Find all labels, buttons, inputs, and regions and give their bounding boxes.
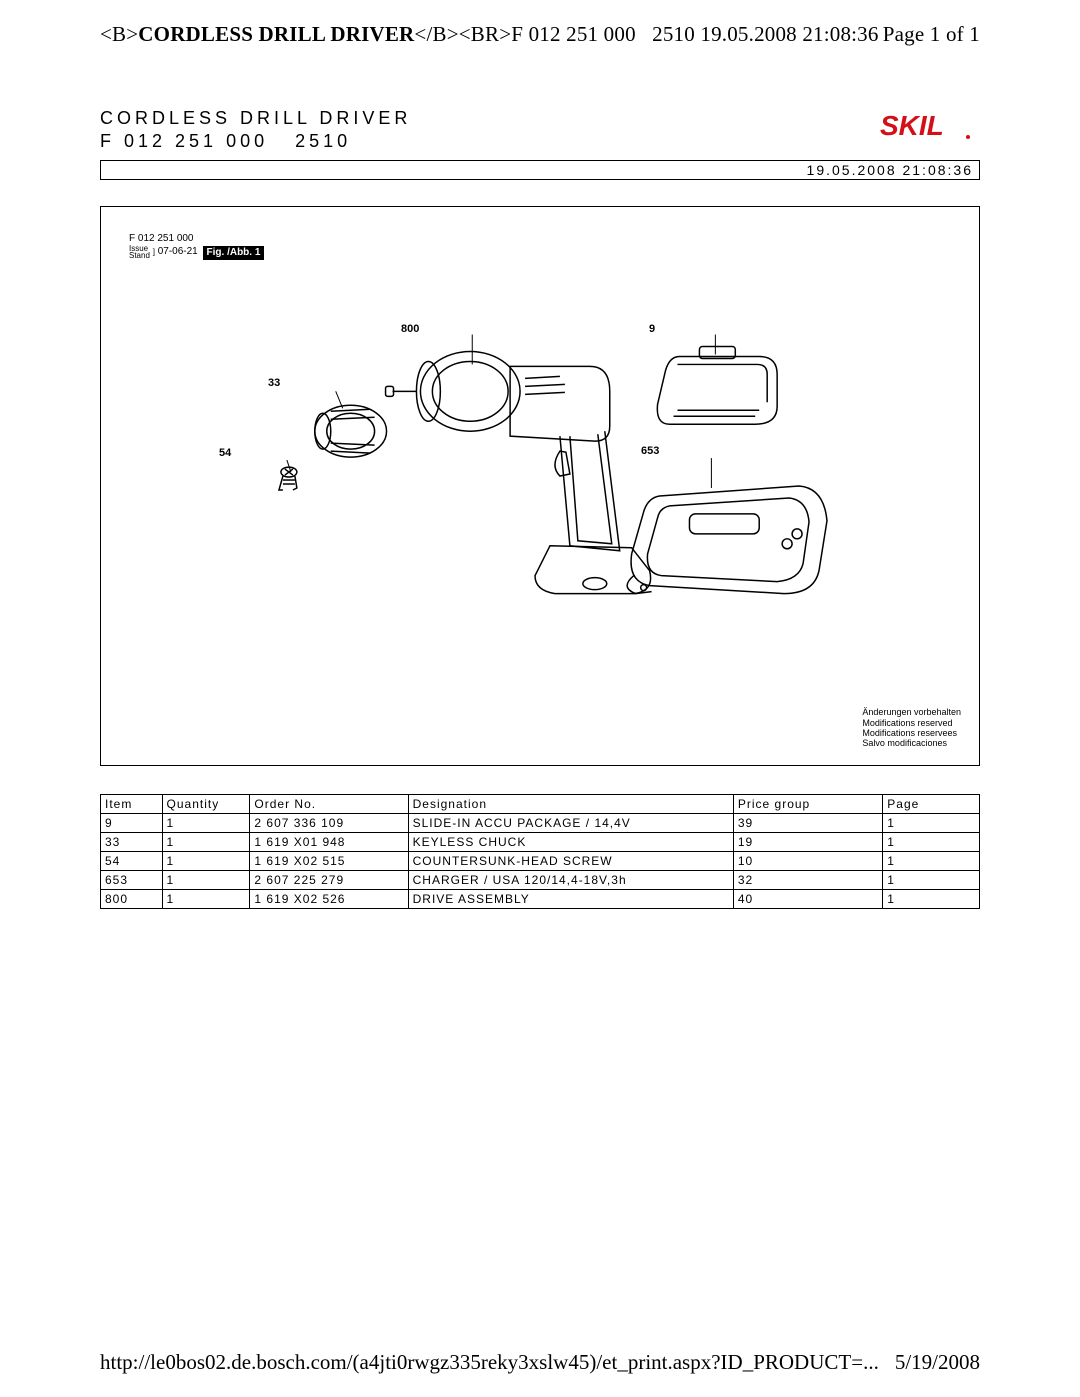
cell: 800	[101, 889, 163, 908]
figure-issue-label: IssueStand	[129, 245, 150, 259]
print-header-rest: F 012 251 000 2510 19.05.2008 21:08:36	[511, 22, 878, 46]
screw-icon	[279, 467, 297, 490]
callout-653: 653	[641, 445, 659, 457]
col-designation: Designation	[408, 794, 733, 813]
table-row: 33 1 1 619 X01 948 KEYLESS CHUCK 19 1	[101, 832, 980, 851]
disclaimer-line: Modifications reserved	[862, 718, 961, 728]
cell: 1	[162, 832, 250, 851]
page-root: <B>CORDLESS DRILL DRIVER</B><BR>F 012 25…	[0, 0, 1080, 1397]
print-header: <B>CORDLESS DRILL DRIVER</B><BR>F 012 25…	[100, 22, 980, 47]
cell: 10	[733, 851, 882, 870]
title-block: CORDLESS DRILL DRIVER F 012 251 000 2510…	[100, 107, 980, 154]
col-item: Item	[101, 794, 163, 813]
cell: DRIVE ASSEMBLY	[408, 889, 733, 908]
cell: 54	[101, 851, 163, 870]
col-quantity: Quantity	[162, 794, 250, 813]
cell: 1	[883, 851, 980, 870]
title-model: 2510	[295, 131, 351, 151]
keyless-chuck-icon	[315, 405, 387, 457]
col-page: Page	[883, 794, 980, 813]
figure-issue-date: 07-06-21	[158, 246, 198, 258]
cell: SLIDE-IN ACCU PACKAGE / 14,4V	[408, 813, 733, 832]
drill-body-icon	[386, 351, 651, 593]
figure-box: F 012 251 000 IssueStand ] 07-06-21 Fig.…	[100, 206, 980, 766]
print-header-pagecount: Page 1 of 1	[883, 22, 980, 47]
cell: 1	[162, 889, 250, 908]
cell: 2 607 225 279	[250, 870, 408, 889]
battery-icon	[657, 346, 777, 424]
callout-9: 9	[649, 323, 655, 335]
brand-logo: SKIL	[880, 107, 980, 147]
table-row: 653 1 2 607 225 279 CHARGER / USA 120/14…	[101, 870, 980, 889]
figure-disclaimer: Änderungen vorbehalten Modifications res…	[862, 707, 961, 748]
cell: 19	[733, 832, 882, 851]
cell: CHARGER / USA 120/14,4-18V,3h	[408, 870, 733, 889]
brand-text: SKIL	[880, 110, 944, 141]
cell: 1	[883, 832, 980, 851]
cell: 2 607 336 109	[250, 813, 408, 832]
lead-33	[336, 391, 343, 408]
footer-url: http://le0bos02.de.bosch.com/(a4jti0rwgz…	[100, 1350, 879, 1375]
cell: KEYLESS CHUCK	[408, 832, 733, 851]
cell: 1	[883, 813, 980, 832]
cell: 1	[162, 813, 250, 832]
parts-table: Item Quantity Order No. Designation Pric…	[100, 794, 980, 909]
table-header-row: Item Quantity Order No. Designation Pric…	[101, 794, 980, 813]
title-line1: CORDLESS DRILL DRIVER	[100, 107, 411, 130]
title-code: F 012 251 000	[100, 131, 268, 151]
cell: 1 619 X02 526	[250, 889, 408, 908]
disclaimer-line: Salvo modificaciones	[862, 738, 961, 748]
table-row: 9 1 2 607 336 109 SLIDE-IN ACCU PACKAGE …	[101, 813, 980, 832]
figure-meta: F 012 251 000 IssueStand ] 07-06-21 Fig.…	[129, 233, 264, 260]
timestamp-bar: 19.05.2008 21:08:36	[100, 160, 980, 180]
cell: 1	[883, 889, 980, 908]
figure-fcode: F 012 251 000	[129, 233, 264, 245]
cell: 1	[883, 870, 980, 889]
print-footer: http://le0bos02.de.bosch.com/(a4jti0rwgz…	[100, 1350, 980, 1375]
footer-date: 5/19/2008	[895, 1350, 980, 1375]
col-order-no: Order No.	[250, 794, 408, 813]
cell: COUNTERSUNK-HEAD SCREW	[408, 851, 733, 870]
print-header-left: <B>CORDLESS DRILL DRIVER</B><BR>F 012 25…	[100, 22, 879, 47]
figure-svg	[101, 207, 979, 765]
print-header-bold: CORDLESS DRILL DRIVER	[138, 22, 414, 46]
disclaimer-line: Modifications reservees	[862, 728, 961, 738]
title-line2: F 012 251 000 2510	[100, 130, 411, 153]
figure-label: Fig. /Abb. 1	[203, 246, 265, 260]
cell: 1 619 X01 948	[250, 832, 408, 851]
cell: 1	[162, 851, 250, 870]
cell: 40	[733, 889, 882, 908]
cell: 32	[733, 870, 882, 889]
table-row: 800 1 1 619 X02 526 DRIVE ASSEMBLY 40 1	[101, 889, 980, 908]
callout-800: 800	[401, 323, 419, 335]
cell: 1	[162, 870, 250, 889]
cell: 1 619 X02 515	[250, 851, 408, 870]
col-price-group: Price group	[733, 794, 882, 813]
charger-icon	[627, 486, 827, 594]
title-texts: CORDLESS DRILL DRIVER F 012 251 000 2510	[100, 107, 411, 154]
table-body: 9 1 2 607 336 109 SLIDE-IN ACCU PACKAGE …	[101, 813, 980, 908]
table-row: 54 1 1 619 X02 515 COUNTERSUNK-HEAD SCRE…	[101, 851, 980, 870]
cell: 9	[101, 813, 163, 832]
cell: 39	[733, 813, 882, 832]
brand-reg-icon	[966, 135, 970, 139]
callout-54: 54	[219, 447, 231, 459]
disclaimer-line: Änderungen vorbehalten	[862, 707, 961, 717]
cell: 653	[101, 870, 163, 889]
cell: 33	[101, 832, 163, 851]
callout-33: 33	[268, 377, 280, 389]
